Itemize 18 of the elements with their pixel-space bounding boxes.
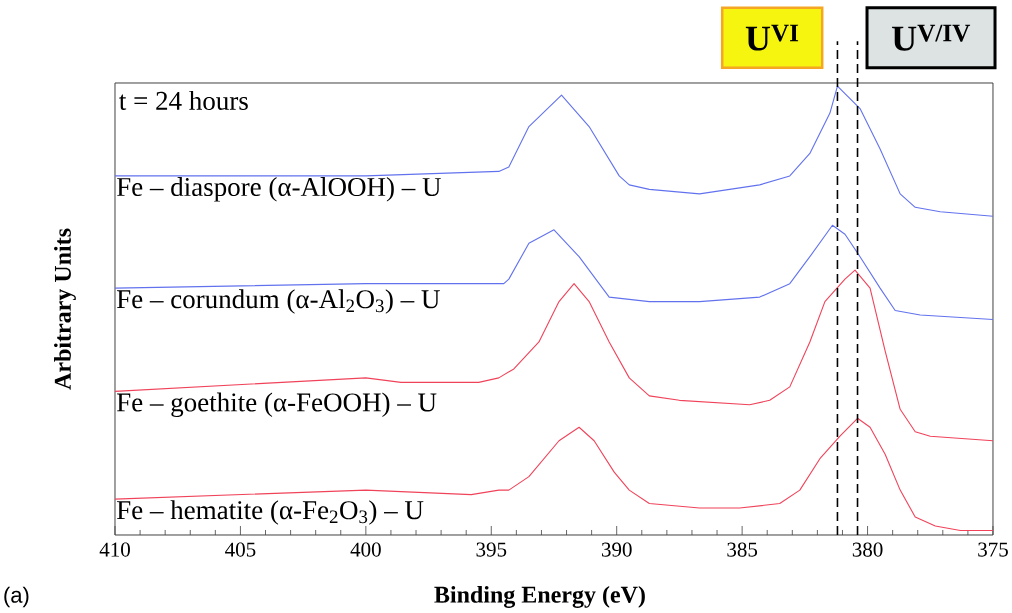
x-tick-label: 395 xyxy=(476,542,507,557)
ref-line-label: U$^{VI}$ xyxy=(745,24,799,51)
series-label: Fe – corundum (α-Al$_{2}$O$_{3}$) – U xyxy=(116,289,440,314)
annotation: t = 24 hours xyxy=(119,90,248,110)
x-tick-label: 385 xyxy=(727,542,758,557)
x-tick-label: 405 xyxy=(225,542,256,557)
x-tick-label: 410 xyxy=(99,542,130,557)
text: (a) xyxy=(4,586,29,608)
x-tick-label: 390 xyxy=(601,542,632,557)
x-tick-label: 380 xyxy=(852,542,883,557)
y-axis-title: Arbitrary Units xyxy=(54,228,76,390)
series-label: Fe – goethite (α-FeOOH) – U xyxy=(116,392,437,418)
x-axis-title: Binding Energy (eV) xyxy=(434,585,645,608)
ref-line-label: U$^{V/IV}$ xyxy=(892,24,971,51)
x-tick-label: 400 xyxy=(350,542,381,557)
series-label: Fe – diaspore (α-AlOOH) – U xyxy=(116,177,441,202)
series-label: Fe – hematite (α-Fe$_{2}$O$_{3}$) – U xyxy=(116,500,424,525)
x-tick-label: 375 xyxy=(978,542,1008,557)
